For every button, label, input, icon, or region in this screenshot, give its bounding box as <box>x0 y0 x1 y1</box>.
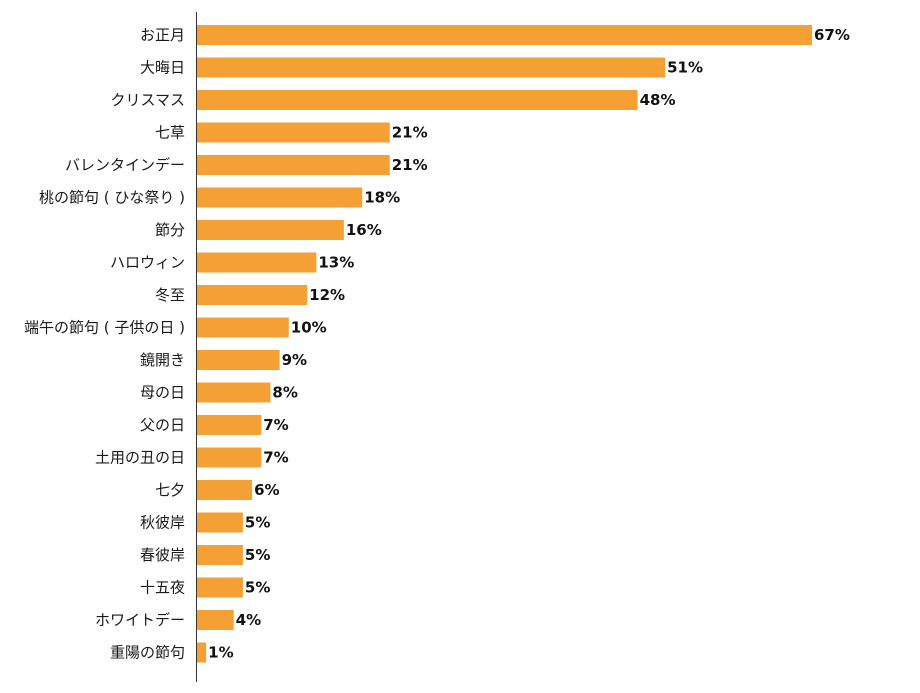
value-label: 21% <box>392 156 428 174</box>
value-label: 7% <box>263 449 288 467</box>
value-label: 18% <box>364 189 400 207</box>
bar <box>197 25 812 45</box>
category-label: 大晦日 <box>140 59 185 77</box>
bar <box>197 610 234 630</box>
bar <box>197 415 262 435</box>
bar <box>197 90 638 110</box>
category-label: 七夕 <box>155 481 185 499</box>
bar <box>197 187 363 208</box>
bar <box>197 382 271 403</box>
category-label: ホワイトデー <box>95 611 185 629</box>
value-label: 10% <box>291 319 327 337</box>
value-labels: 67% 51% 48% 21% 21% 18% 16% 13% 12% 10% 9% 8% 7% 7% 6%… <box>208 26 850 662</box>
category-label: 七草 <box>155 124 185 142</box>
bar <box>197 447 262 468</box>
value-label: 5% <box>245 579 270 597</box>
value-label: 21% <box>392 124 428 142</box>
bar <box>197 285 308 305</box>
category-label: ハロウィン <box>110 254 185 272</box>
category-label: 鏡開き <box>140 351 185 369</box>
category-label: 十五夜 <box>140 579 185 597</box>
category-label: 桃の節句 ( ひな祭り ) <box>39 189 185 207</box>
value-label: 1% <box>208 644 233 662</box>
value-label: 9% <box>282 351 307 369</box>
category-label: 春彼岸 <box>140 546 185 564</box>
value-label: 7% <box>263 416 288 434</box>
value-label: 5% <box>245 514 270 532</box>
value-label: 4% <box>236 611 261 629</box>
category-label: 冬至 <box>155 286 185 304</box>
bar <box>197 252 317 273</box>
category-label: お正月 <box>140 26 185 44</box>
category-label: 母の日 <box>140 384 185 402</box>
bar <box>197 642 207 663</box>
category-label: 重陽の節句 <box>110 644 185 662</box>
category-label: 端午の節句 ( 子供の日 ) <box>24 319 185 337</box>
bar <box>197 155 390 175</box>
bar <box>197 57 666 78</box>
category-label: 土用の丑の日 <box>95 449 185 467</box>
value-label: 12% <box>309 286 345 304</box>
category-label: 父の日 <box>140 416 185 434</box>
bar <box>197 545 243 565</box>
bar <box>197 122 390 143</box>
value-label: 8% <box>272 384 297 402</box>
category-label: 秋彼岸 <box>140 514 185 532</box>
category-label: 節分 <box>155 221 185 239</box>
bar <box>197 480 253 500</box>
bar <box>197 350 280 370</box>
value-label: 6% <box>254 481 279 499</box>
bar <box>197 220 344 240</box>
bar <box>197 577 243 598</box>
value-label: 13% <box>318 254 354 272</box>
category-label: クリスマス <box>110 91 185 109</box>
value-label: 51% <box>667 59 703 77</box>
bars <box>197 25 812 663</box>
bar <box>197 317 289 338</box>
value-label: 48% <box>640 91 676 109</box>
value-label: 16% <box>346 221 382 239</box>
category-label: バレンタインデー <box>65 156 185 174</box>
value-label: 67% <box>814 26 850 44</box>
bar <box>197 512 243 533</box>
value-label: 5% <box>245 546 270 564</box>
